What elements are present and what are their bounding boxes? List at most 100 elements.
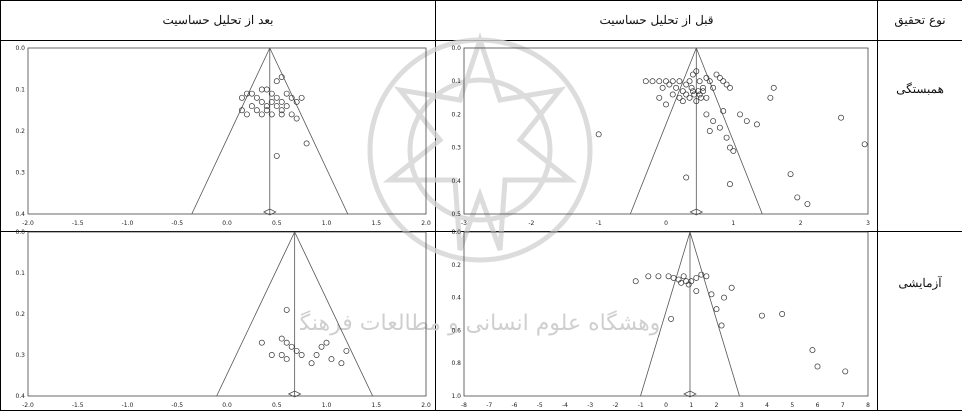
x-tick-label: 1.5 [371, 402, 381, 409]
study-point [693, 98, 700, 105]
study-point [248, 103, 255, 110]
study-point [693, 274, 700, 281]
study-point [716, 124, 723, 131]
x-tick-label: 1 [731, 220, 735, 227]
study-point [642, 78, 649, 85]
study-point [753, 121, 760, 128]
x-tick-label: -5 [537, 402, 543, 409]
study-point [343, 347, 350, 354]
y-tick-label: 0.3 [15, 170, 25, 177]
x-tick-label: -2.0 [22, 220, 34, 227]
funnel-plot-experimental-after: -2.0 -1.5 -1.0 -0.5 0.0 0.5 1.0 1.5 2.0 0.0 0.1 0.2… [15, 229, 430, 409]
funnel-left-line [216, 231, 296, 397]
row-label-correlational: همبستگی [896, 82, 944, 96]
plot-frame [27, 231, 427, 397]
study-point [656, 94, 663, 101]
x-tick-label: 0.0 [222, 402, 232, 409]
study-point [288, 343, 295, 350]
study-point [723, 134, 730, 141]
plot-frame [463, 231, 869, 397]
x-tick-label: -1.5 [72, 402, 84, 409]
x-tick-label: 0.0 [222, 220, 232, 227]
x-tick-label: 0 [664, 220, 668, 227]
study-point [743, 118, 750, 124]
x-tick-label: 2.0 [421, 220, 431, 227]
x-tick-label: -0.5 [171, 402, 183, 409]
study-point [238, 94, 245, 101]
study-point [663, 101, 669, 108]
study-point [759, 312, 765, 319]
study-point [288, 94, 295, 101]
rule-col-left [0, 0, 1, 411]
study-point [838, 114, 845, 121]
study-point [737, 111, 744, 118]
study-point [273, 103, 280, 110]
study-point [779, 311, 786, 317]
study-point [303, 140, 310, 147]
study-point [730, 147, 737, 154]
study-point [842, 368, 849, 375]
study-point [703, 111, 710, 118]
study-point [283, 356, 290, 363]
study-point [804, 201, 811, 207]
study-point [268, 99, 275, 105]
summary-diamond [683, 390, 697, 398]
study-point [727, 84, 733, 91]
study-point [770, 84, 777, 91]
funnel-plot-correlational-after: -2.0 -1.5 -1.0 -0.5 0.0 0.5 1.0 1.5 2.0 0.0 0.1 0.2… [15, 45, 431, 227]
study-point [767, 94, 774, 101]
study-point [710, 118, 717, 124]
study-point [679, 98, 686, 105]
summary-diamond [287, 390, 302, 398]
y-tick-label: 0.0 [451, 229, 461, 236]
study-point [703, 94, 710, 101]
study-point [298, 352, 305, 358]
study-point [727, 181, 733, 188]
y-tick-label: 0.6 [451, 327, 461, 334]
study-point [338, 360, 345, 367]
study-point [698, 94, 704, 101]
y-tick-label: 0.2 [451, 262, 461, 269]
study-point [706, 78, 713, 85]
x-tick-label: -1.5 [72, 220, 84, 227]
study-point [263, 86, 270, 93]
study-point [273, 78, 280, 85]
study-point [663, 78, 669, 85]
study-point [718, 322, 725, 329]
study-point [700, 84, 706, 91]
study-point [720, 108, 727, 115]
study-point [666, 81, 673, 88]
y-tick-label: 0.2 [15, 311, 25, 318]
study-point [258, 339, 265, 346]
study-point [693, 68, 700, 75]
study-point [293, 99, 300, 105]
study-point [656, 78, 663, 85]
x-tick-label: 8 [866, 402, 870, 409]
study-point [278, 74, 285, 80]
y-tick-label: 0.0 [451, 45, 461, 52]
study-point [278, 335, 285, 342]
y-tick-label: 0.3 [451, 145, 461, 152]
y-tick-label: 0.0 [15, 229, 25, 236]
rule-row [0, 231, 962, 232]
x-tick-label: -1 [596, 220, 602, 227]
study-point [268, 352, 275, 358]
study-point [273, 94, 280, 101]
study-point [669, 78, 676, 85]
study-point [703, 273, 710, 280]
rule-col-type [877, 0, 878, 411]
study-point [283, 103, 290, 110]
study-point [263, 107, 270, 114]
x-tick-label: 1 [689, 402, 693, 409]
study-point [686, 78, 693, 85]
y-tick-label: 0.0 [15, 45, 25, 52]
header-type: نوع تحقیق [894, 13, 946, 27]
study-point [278, 99, 285, 105]
study-point [727, 144, 733, 151]
study-point [723, 81, 730, 88]
study-point [693, 288, 700, 294]
rule-bottom [0, 410, 962, 411]
study-point [695, 88, 702, 95]
header-after: بعد از تحلیل حساسیت [162, 13, 274, 27]
study-point [668, 315, 674, 322]
